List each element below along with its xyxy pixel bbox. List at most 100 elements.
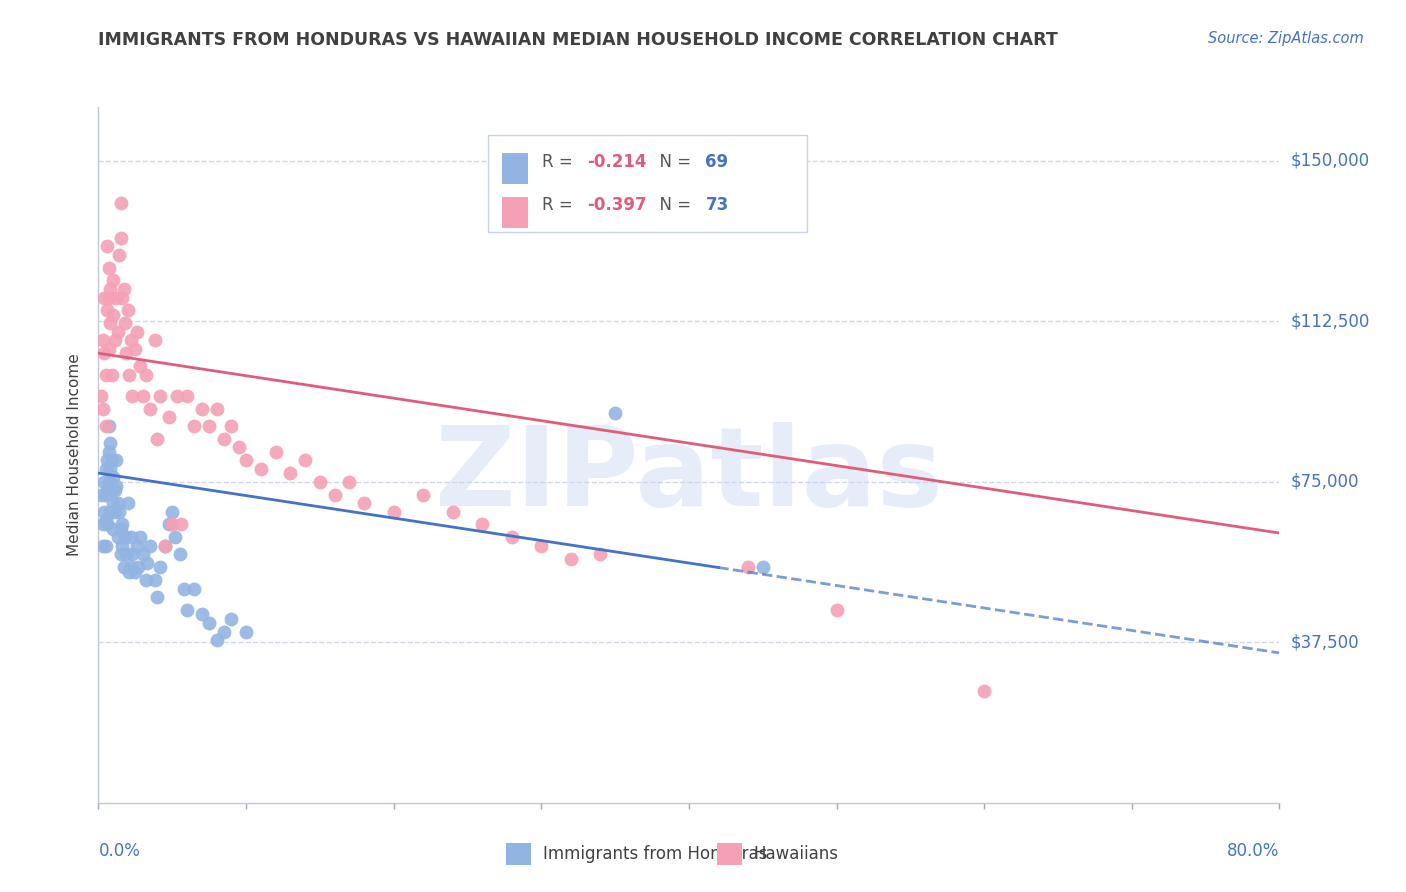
Point	[309, 475, 332, 489]
Point	[90, 389, 112, 403]
Point	[91, 334, 114, 348]
Text: $75,000: $75,000	[1291, 473, 1360, 491]
Point	[98, 436, 121, 450]
Point	[165, 530, 187, 544]
Point	[118, 368, 141, 382]
Point	[264, 444, 287, 458]
Point	[323, 487, 346, 501]
Text: ZIPatlas: ZIPatlas	[434, 422, 943, 529]
Point	[198, 615, 221, 630]
Point	[108, 248, 131, 262]
Point	[98, 462, 121, 476]
Text: Source: ZipAtlas.com: Source: ZipAtlas.com	[1208, 31, 1364, 46]
Point	[110, 548, 132, 562]
Point	[132, 389, 155, 403]
Text: 0.0%: 0.0%	[98, 842, 141, 860]
Point	[530, 539, 553, 553]
Point	[91, 517, 114, 532]
Point	[94, 487, 117, 501]
Point	[170, 517, 193, 532]
Point	[149, 389, 172, 403]
Point	[191, 401, 214, 416]
Point	[176, 603, 198, 617]
Point	[294, 453, 316, 467]
Point	[93, 505, 115, 519]
Point	[120, 530, 142, 544]
Point	[212, 624, 235, 639]
Point	[219, 612, 242, 626]
Text: $150,000: $150,000	[1291, 152, 1369, 169]
Point	[97, 419, 120, 434]
Text: $112,500: $112,500	[1291, 312, 1369, 330]
Point	[124, 342, 146, 356]
Point	[97, 291, 120, 305]
Point	[212, 432, 235, 446]
Point	[97, 260, 120, 275]
Point	[103, 470, 125, 484]
Point	[235, 624, 257, 639]
Point	[169, 548, 191, 562]
Y-axis label: Median Household Income: Median Household Income	[67, 353, 83, 557]
Point	[146, 432, 169, 446]
Point	[162, 505, 183, 519]
Point	[125, 539, 148, 553]
Point	[100, 483, 122, 498]
Text: 69: 69	[706, 153, 728, 170]
Point	[205, 401, 228, 416]
Point	[111, 517, 134, 532]
Point	[100, 453, 122, 467]
Point	[250, 462, 273, 476]
Point	[112, 282, 135, 296]
Point	[337, 475, 360, 489]
Point	[471, 517, 494, 532]
Point	[219, 419, 242, 434]
FancyBboxPatch shape	[502, 197, 529, 228]
Point	[157, 517, 180, 532]
Point	[104, 505, 127, 519]
Point	[94, 513, 117, 527]
Text: Hawaiians: Hawaiians	[754, 845, 838, 863]
Point	[94, 368, 117, 382]
Point	[107, 496, 129, 510]
Point	[103, 308, 125, 322]
Point	[125, 325, 148, 339]
Text: -0.397: -0.397	[588, 196, 647, 214]
Point	[115, 548, 138, 562]
Point	[97, 444, 120, 458]
Point	[103, 273, 125, 287]
Point	[353, 496, 375, 510]
Point	[198, 419, 221, 434]
Point	[111, 291, 134, 305]
Point	[183, 419, 205, 434]
Point	[143, 573, 166, 587]
Point	[104, 483, 127, 498]
Point	[96, 483, 118, 498]
Point	[127, 560, 149, 574]
Point	[120, 560, 142, 574]
Point	[90, 487, 112, 501]
Point	[605, 406, 627, 420]
Point	[97, 475, 120, 489]
Point	[166, 389, 188, 403]
Point	[382, 505, 405, 519]
Point	[183, 582, 205, 596]
Text: R =: R =	[543, 196, 578, 214]
Point	[110, 196, 132, 211]
Point	[96, 239, 118, 253]
Point	[162, 517, 183, 532]
Text: N =: N =	[648, 196, 696, 214]
Point	[98, 316, 121, 330]
Point	[143, 334, 166, 348]
Point	[124, 565, 146, 579]
Point	[104, 334, 127, 348]
Point	[107, 325, 129, 339]
Point	[114, 530, 136, 544]
Text: N =: N =	[648, 153, 696, 170]
Point	[117, 303, 139, 318]
Point	[128, 359, 150, 373]
Point	[135, 368, 157, 382]
Point	[107, 530, 129, 544]
Point	[120, 334, 142, 348]
Text: $37,500: $37,500	[1291, 633, 1360, 651]
Point	[94, 419, 117, 434]
